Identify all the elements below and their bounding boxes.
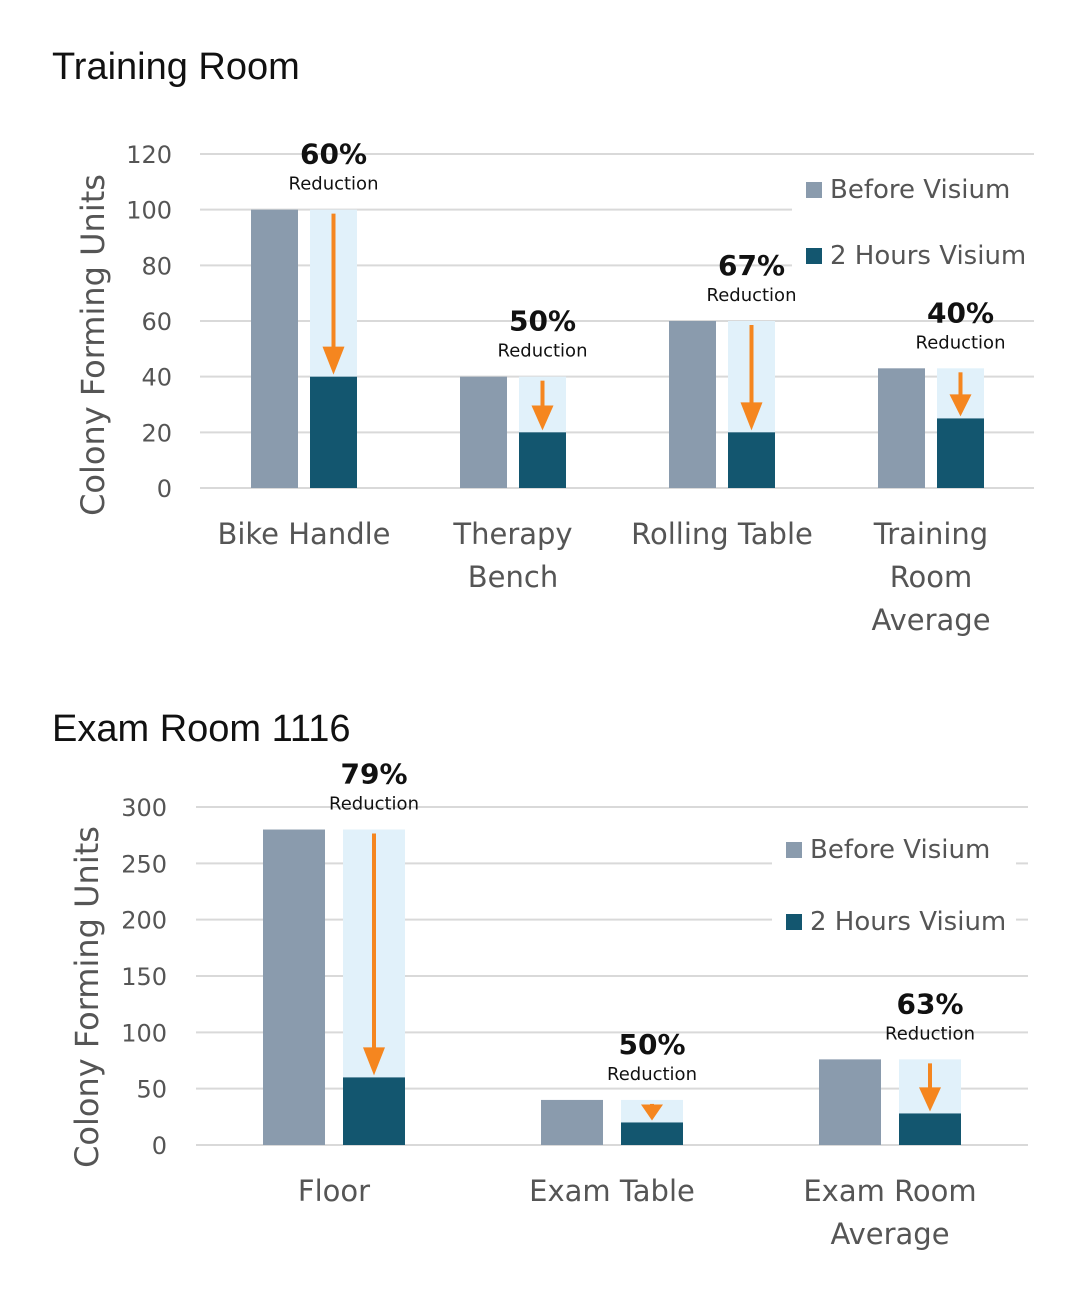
exam-reduction-arrow-head xyxy=(919,1087,941,1112)
training-x-category-label: Therapy xyxy=(452,517,572,551)
training-bar-before xyxy=(878,368,925,488)
exam-reduction-percent: 50% xyxy=(618,1028,685,1061)
training-y-tick-label: 100 xyxy=(126,197,172,225)
chart-title-exam-room: Exam Room 1116 xyxy=(52,708,351,750)
training-x-category-label: Rolling Table xyxy=(631,517,813,551)
training-reduction-percent: 67% xyxy=(718,249,785,282)
training-reduction-label: Reduction xyxy=(289,174,379,195)
training-reduction-arrow-head xyxy=(949,394,972,417)
training-reduction-percent: 40% xyxy=(927,296,994,329)
training-legend-swatch-before xyxy=(806,182,822,198)
exam-reduction-percent: 79% xyxy=(340,758,407,791)
exam-legend-box xyxy=(772,818,1016,948)
training-x-category-label: Average xyxy=(871,603,990,637)
training-x-category-label: Bike Handle xyxy=(217,517,390,551)
training-bar-before xyxy=(460,376,507,488)
training-bar-before xyxy=(251,209,298,488)
training-legend-label-before: Before Visium xyxy=(830,175,1010,205)
training-room-chart: 0 20 40 60 80 100 120 Colony Forming Units Reduc… xyxy=(74,137,1052,637)
training-y-tick-label: 20 xyxy=(141,419,172,447)
exam-bar-before xyxy=(819,1059,881,1145)
exam-legend-label-before: Before Visium xyxy=(810,835,990,865)
exam-y-tick-label: 50 xyxy=(136,1076,167,1104)
exam-y-axis-title: Colony Forming Units xyxy=(68,826,106,1168)
training-bar-after xyxy=(728,432,775,488)
exam-x-category-label: Exam Room xyxy=(803,1174,976,1208)
exam-y-tick-label: 150 xyxy=(121,963,167,991)
training-reduction-label: Reduction xyxy=(498,341,588,362)
training-legend-label-after: 2 Hours Visium xyxy=(830,241,1026,271)
training-bar-after xyxy=(937,418,984,488)
training-y-tick-label: 0 xyxy=(157,475,172,503)
exam-legend-swatch-before xyxy=(786,842,802,858)
training-y-tick-label: 120 xyxy=(126,141,172,169)
exam-y-tick-label: 200 xyxy=(121,907,167,935)
exam-reduction-arrow-head xyxy=(641,1104,663,1121)
exam-y-tick-label: 0 xyxy=(152,1132,167,1160)
exam-y-tick-label: 300 xyxy=(121,794,167,822)
training-y-tick-label: 80 xyxy=(141,252,172,280)
training-reduction-percent: 50% xyxy=(509,305,576,338)
exam-legend-swatch-after xyxy=(786,914,802,930)
training-y-tick-label: 40 xyxy=(141,364,172,392)
training-bar-after xyxy=(519,432,566,488)
training-reduction-percent: 60% xyxy=(300,138,367,171)
exam-bar-before xyxy=(541,1099,603,1145)
training-bar-after xyxy=(310,376,357,488)
training-reduction-arrow-head xyxy=(531,405,554,431)
exam-reduction-label: Reduction xyxy=(607,1064,697,1085)
training-y-tick-label: 60 xyxy=(141,308,172,336)
exam-x-category-label: Average xyxy=(830,1217,949,1251)
training-reduction-label: Reduction xyxy=(707,285,797,306)
training-y-axis-title: Colony Forming Units xyxy=(74,174,112,516)
training-reduction-label: Reduction xyxy=(916,332,1006,353)
exam-reduction-arrow-head xyxy=(363,1047,385,1076)
exam-reduction-label: Reduction xyxy=(329,794,419,815)
exam-reduction-label: Reduction xyxy=(885,1023,975,1044)
exam-y-tick-label: 100 xyxy=(121,1019,167,1047)
training-x-category-label: Bench xyxy=(468,560,558,594)
training-x-category-label: Room xyxy=(890,560,973,594)
training-reduction-arrow-head xyxy=(740,402,763,431)
training-x-category-label: Training xyxy=(873,517,988,551)
exam-reduction-percent: 63% xyxy=(896,987,963,1020)
exam-bar-after xyxy=(621,1122,683,1145)
training-reduction-arrow-head xyxy=(322,346,345,375)
exam-bar-before xyxy=(263,829,325,1145)
exam-x-category-label: Floor xyxy=(298,1174,370,1208)
exam-y-tick-label: 250 xyxy=(121,850,167,878)
exam-bar-after xyxy=(899,1113,961,1145)
exam-bar-after xyxy=(343,1077,405,1145)
exam-legend-label-after: 2 Hours Visium xyxy=(810,907,1006,937)
exam-x-category-label: Exam Table xyxy=(529,1174,695,1208)
training-bar-before xyxy=(669,321,716,488)
chart-title-training-room: Training Room xyxy=(52,46,300,88)
training-legend-swatch-after xyxy=(806,248,822,264)
training-legend-box xyxy=(792,158,1052,288)
